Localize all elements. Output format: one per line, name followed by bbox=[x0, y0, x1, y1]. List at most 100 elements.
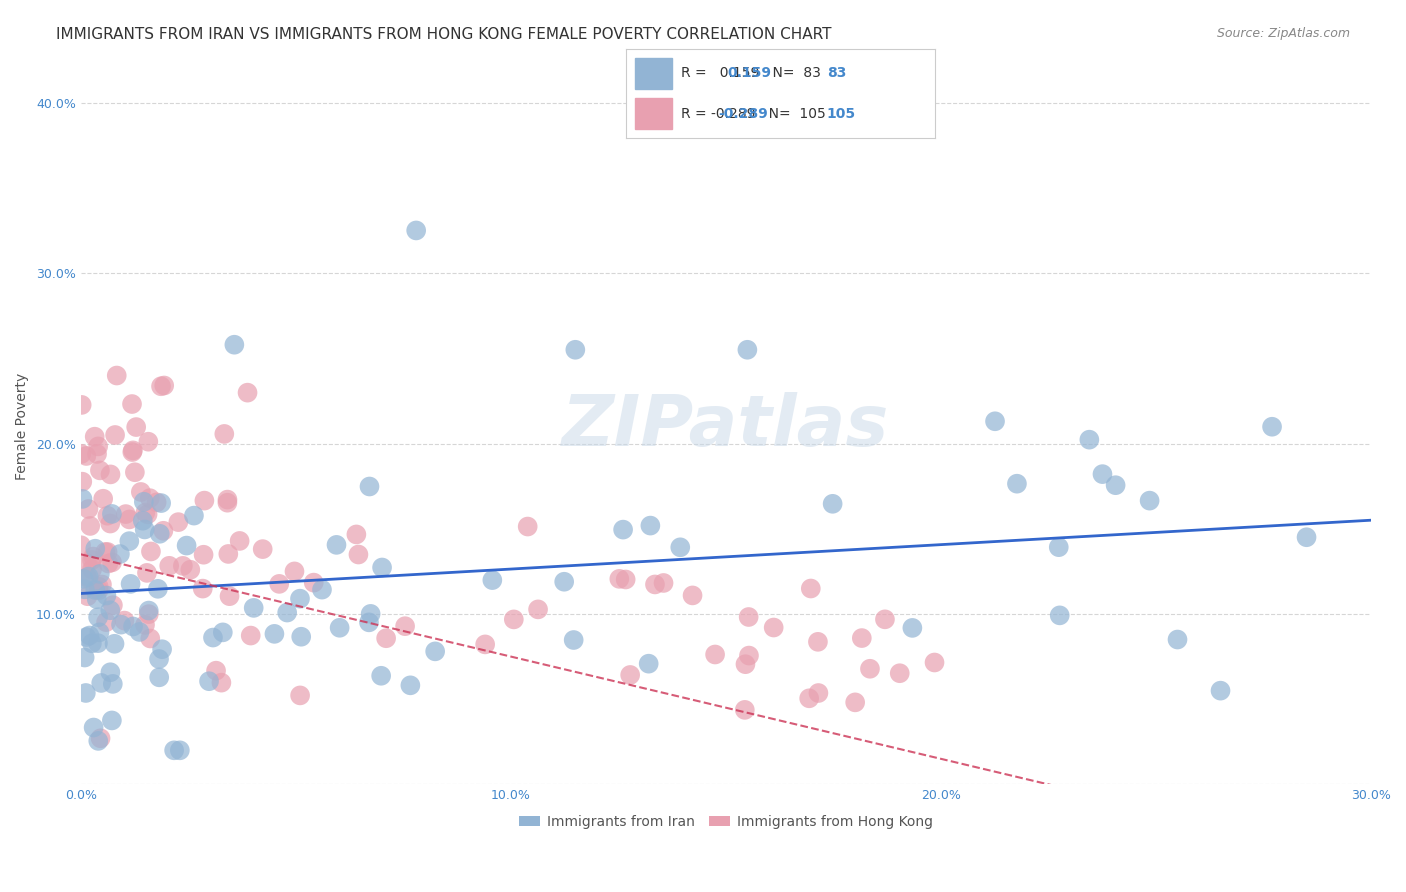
Point bbox=[103, 637, 125, 651]
Point bbox=[1047, 540, 1070, 554]
Point bbox=[83, 721, 105, 735]
Point bbox=[211, 625, 233, 640]
Point bbox=[252, 542, 274, 557]
Point bbox=[75, 449, 97, 463]
Bar bbox=[636, 98, 672, 129]
Point bbox=[105, 368, 128, 383]
Point bbox=[1209, 683, 1232, 698]
Y-axis label: Female Poverty: Female Poverty bbox=[15, 373, 30, 480]
Point bbox=[73, 582, 96, 597]
Point bbox=[148, 652, 170, 666]
Point bbox=[399, 678, 422, 692]
Point bbox=[129, 485, 152, 500]
Point bbox=[94, 545, 117, 559]
Point bbox=[153, 378, 176, 392]
Point bbox=[83, 430, 105, 444]
Point bbox=[347, 548, 370, 562]
Point bbox=[73, 572, 96, 586]
Point bbox=[86, 592, 108, 607]
Point bbox=[263, 627, 285, 641]
Point bbox=[193, 548, 215, 562]
Text: 105: 105 bbox=[827, 107, 856, 121]
Point bbox=[859, 662, 882, 676]
Point bbox=[94, 615, 117, 629]
Point bbox=[405, 223, 427, 237]
Point bbox=[98, 516, 121, 531]
Point bbox=[77, 569, 100, 583]
Point bbox=[120, 577, 142, 591]
Point bbox=[844, 695, 866, 709]
Point bbox=[87, 439, 110, 453]
Point bbox=[614, 573, 637, 587]
Point bbox=[149, 526, 172, 541]
Point bbox=[89, 566, 111, 581]
Point bbox=[370, 669, 392, 683]
Text: ZIPatlas: ZIPatlas bbox=[562, 392, 890, 461]
Point bbox=[139, 632, 162, 646]
Point bbox=[901, 621, 924, 635]
Text: IMMIGRANTS FROM IRAN VS IMMIGRANTS FROM HONG KONG FEMALE POVERTY CORRELATION CHA: IMMIGRANTS FROM IRAN VS IMMIGRANTS FROM … bbox=[56, 27, 832, 42]
Point bbox=[172, 558, 194, 573]
Point bbox=[91, 577, 114, 591]
Point bbox=[193, 493, 215, 508]
Point bbox=[124, 465, 146, 479]
Point bbox=[325, 538, 347, 552]
Point bbox=[121, 445, 143, 459]
Point bbox=[169, 743, 191, 757]
Point bbox=[176, 539, 198, 553]
Point bbox=[217, 496, 239, 510]
Point bbox=[134, 506, 156, 520]
Point bbox=[97, 545, 120, 559]
Point bbox=[873, 612, 896, 626]
Point bbox=[86, 447, 108, 461]
Point bbox=[737, 343, 759, 357]
Point bbox=[1166, 632, 1188, 647]
Point bbox=[889, 666, 911, 681]
Point bbox=[73, 650, 96, 665]
Point bbox=[984, 414, 1007, 428]
Point bbox=[138, 603, 160, 617]
Point bbox=[738, 648, 761, 663]
Point bbox=[79, 628, 101, 642]
Point bbox=[167, 515, 190, 529]
Point bbox=[564, 343, 586, 357]
Point bbox=[637, 657, 659, 671]
Point bbox=[104, 428, 127, 442]
Point bbox=[87, 734, 110, 748]
Point bbox=[134, 523, 156, 537]
Point bbox=[704, 648, 727, 662]
Point bbox=[669, 541, 692, 555]
Point bbox=[146, 582, 169, 596]
Point bbox=[807, 635, 830, 649]
Point bbox=[239, 629, 262, 643]
Point bbox=[360, 607, 382, 621]
Point bbox=[87, 636, 110, 650]
Point bbox=[80, 562, 103, 576]
Point bbox=[553, 574, 575, 589]
Point bbox=[359, 479, 381, 493]
Point bbox=[100, 665, 122, 680]
Point bbox=[89, 463, 111, 477]
Point bbox=[139, 544, 162, 558]
Point bbox=[734, 657, 756, 672]
Point bbox=[89, 625, 111, 640]
Point bbox=[734, 703, 756, 717]
Point bbox=[644, 577, 666, 591]
Point bbox=[191, 582, 214, 596]
Point bbox=[134, 617, 156, 632]
Point bbox=[96, 508, 118, 523]
Point bbox=[371, 560, 394, 574]
Text: -0.289: -0.289 bbox=[718, 107, 768, 121]
Point bbox=[1078, 433, 1101, 447]
Point bbox=[1049, 608, 1071, 623]
Point bbox=[70, 447, 93, 461]
Point bbox=[607, 572, 630, 586]
Point bbox=[87, 580, 110, 594]
Point bbox=[527, 602, 550, 616]
Point bbox=[114, 507, 136, 521]
Point bbox=[122, 619, 145, 633]
Point bbox=[132, 514, 155, 528]
Point bbox=[425, 644, 447, 658]
Point bbox=[276, 606, 298, 620]
Point bbox=[138, 434, 160, 449]
